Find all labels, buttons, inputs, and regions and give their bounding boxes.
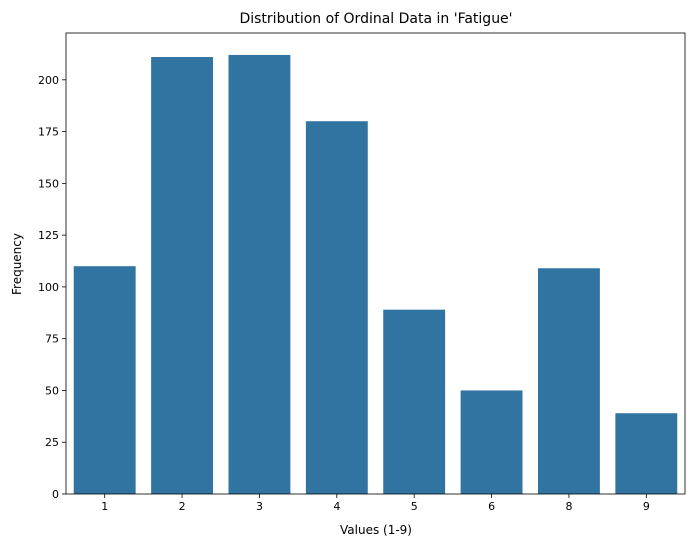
bar-9 bbox=[615, 413, 678, 494]
x-tick-label: 9 bbox=[643, 500, 650, 513]
plot-frame bbox=[65, 32, 686, 495]
x-tick-label: 1 bbox=[101, 500, 108, 513]
chart-title: Distribution of Ordinal Data in 'Fatigue… bbox=[239, 11, 512, 27]
y-tick-label: 25 bbox=[45, 436, 59, 449]
x-tick-label: 8 bbox=[565, 500, 572, 513]
x-tick-label: 6 bbox=[488, 500, 495, 513]
x-tick-label: 2 bbox=[179, 500, 186, 513]
x-tick-label: 5 bbox=[411, 500, 418, 513]
y-tick-label: 150 bbox=[38, 177, 59, 190]
y-tick-label: 100 bbox=[38, 281, 59, 294]
bar-2 bbox=[151, 57, 214, 494]
y-tick-label: 175 bbox=[38, 126, 59, 139]
y-tick-label: 200 bbox=[38, 74, 59, 87]
x-axis: 1 2 3 4 5 6 8 9 bbox=[101, 494, 650, 513]
bar-4 bbox=[305, 121, 368, 494]
bar-6 bbox=[460, 390, 523, 494]
y-axis: 0 25 50 75 100 125 150 175 200 bbox=[38, 74, 66, 501]
bars-group bbox=[73, 54, 678, 494]
bar-1 bbox=[73, 266, 136, 494]
y-axis-label: Frequency bbox=[10, 233, 24, 295]
y-tick-label: 50 bbox=[45, 384, 59, 397]
bar-8 bbox=[537, 268, 600, 494]
bar-3 bbox=[228, 54, 291, 494]
x-tick-label: 3 bbox=[256, 500, 263, 513]
x-tick-label: 4 bbox=[333, 500, 340, 513]
y-tick-label: 75 bbox=[45, 333, 59, 346]
x-axis-label: Values (1-9) bbox=[340, 523, 412, 537]
y-tick-label: 125 bbox=[38, 229, 59, 242]
bar-5 bbox=[383, 309, 446, 494]
y-tick-label: 0 bbox=[52, 488, 59, 501]
